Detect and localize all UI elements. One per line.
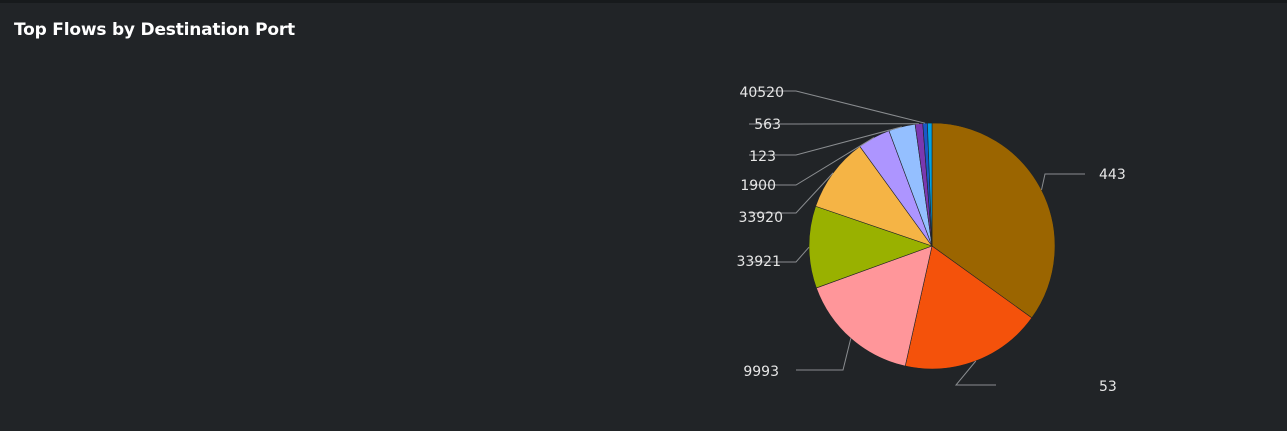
slice-label-9993: 9993 xyxy=(743,364,779,380)
slice-label-443: 443 xyxy=(1099,167,1126,183)
callout-line-1900 xyxy=(749,137,875,186)
slice-label-1900: 1900 xyxy=(740,178,776,194)
pie-chart: 443 53 9993 33921 33920 1900 123 563 40520 xyxy=(736,85,1126,395)
slice-label-53: 53 xyxy=(1099,379,1117,395)
slice-label-123: 123 xyxy=(749,149,776,165)
top-border xyxy=(0,0,1287,3)
slice-label-563: 563 xyxy=(754,117,781,133)
slice-label-40520: 40520 xyxy=(739,85,784,101)
pie-slice-9993[interactable] xyxy=(815,245,933,367)
chart-panel: Top Flows by Destination Port 443 53 9993 3… xyxy=(0,3,1287,431)
callout-line-33921 xyxy=(749,246,810,263)
pie-slice-53[interactable] xyxy=(904,245,1033,370)
callout-line-9993 xyxy=(796,338,852,371)
callout-line-40520 xyxy=(749,90,926,124)
pie-slice-33921[interactable] xyxy=(808,205,933,289)
pie-slice-other[interactable] xyxy=(927,122,933,247)
pie-slice-443[interactable] xyxy=(931,122,1056,319)
callout-line-123 xyxy=(749,126,902,156)
callout-line-53 xyxy=(954,360,996,386)
callout-line-443 xyxy=(1041,173,1085,191)
slice-label-33920: 33920 xyxy=(738,210,783,226)
callout-line-33920 xyxy=(749,172,834,214)
slice-label-33921: 33921 xyxy=(736,254,781,270)
panel-title: Top Flows by Destination Port xyxy=(14,20,295,40)
